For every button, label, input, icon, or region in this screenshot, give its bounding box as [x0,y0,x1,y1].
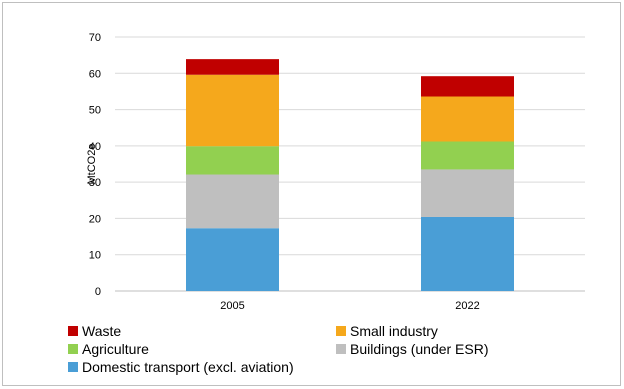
bar-segment-domestic-transport-excl-aviation-2022 [421,216,514,291]
legend-swatch-waste [68,326,78,336]
legend-label-small-industry: Small industry [350,323,438,339]
bar-segment-small-industry-2005 [186,74,279,147]
y-tick-label: 40 [89,141,101,153]
bar-segment-small-industry-2022 [421,96,514,142]
bar-segment-domestic-transport-excl-aviation-2005 [186,228,279,291]
y-tick-label: 20 [89,213,101,225]
y-tick-label: 10 [89,250,101,262]
legend-swatch-agriculture [68,344,78,354]
legend-item-agriculture: Agriculture [68,341,149,357]
bar-segment-buildings-under-esr-2005 [186,174,279,229]
legend-label-buildings: Buildings (under ESR) [350,341,489,357]
y-axis-label: MtCO2e [86,144,98,185]
legend-swatch-domestic-transport [68,362,78,372]
bar-segment-agriculture-2005 [186,146,279,175]
legend-swatch-small-industry [336,326,346,336]
legend-item-domestic-transport: Domestic transport (excl. aviation) [68,359,294,375]
bar-segment-buildings-under-esr-2022 [421,169,514,217]
legend-swatch-buildings [336,344,346,354]
legend-item-small-industry: Small industry [336,323,438,339]
y-tick-label: 50 [89,105,101,117]
legend-item-waste: Waste [68,323,121,339]
legend-label-agriculture: Agriculture [82,341,149,357]
y-tick-label: 30 [89,177,101,189]
bar-segment-waste-2005 [186,59,279,75]
x-tick-label: 2005 [220,300,244,312]
chart-frame [2,2,621,386]
x-tick-label: 2022 [455,300,479,312]
legend-label-waste: Waste [82,323,122,339]
y-tick-label: 60 [89,68,101,80]
bar-segment-waste-2022 [421,76,514,97]
legend-item-buildings: Buildings (under ESR) [336,341,489,357]
bar-segment-agriculture-2022 [421,141,514,170]
y-tick-label: 0 [95,286,101,298]
y-tick-label: 70 [89,32,101,44]
legend-label-domestic-transport: Domestic transport (excl. aviation) [82,359,294,375]
